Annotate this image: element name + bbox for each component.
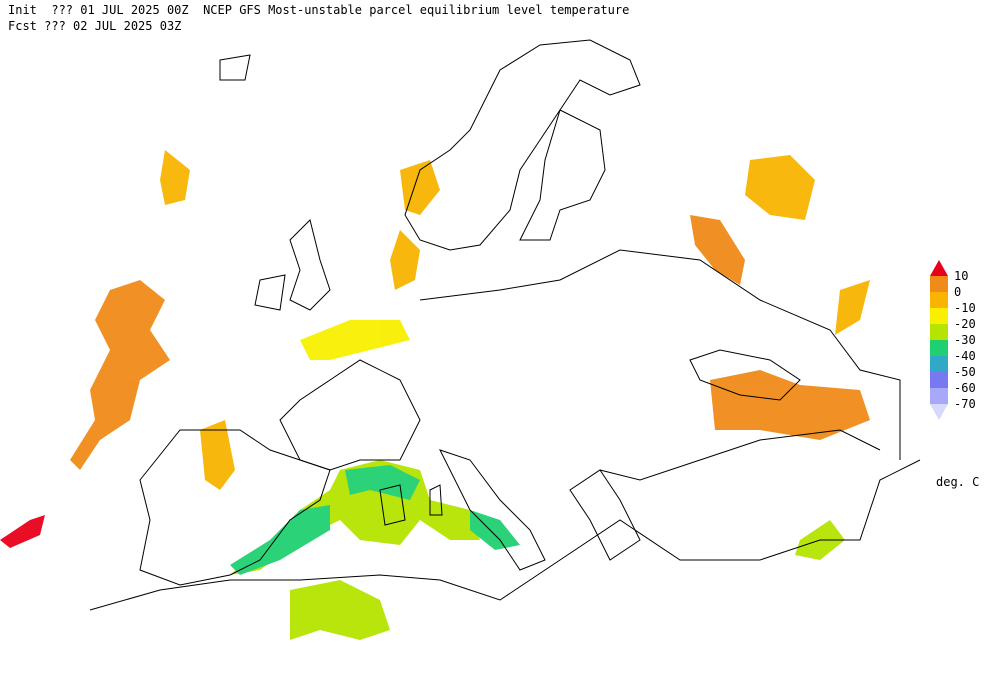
colorbar-unit: deg. C bbox=[936, 475, 979, 489]
colorbar-arrow bbox=[930, 260, 948, 276]
colorbar-label: -20 bbox=[954, 317, 976, 331]
colorbar-label: 10 bbox=[954, 269, 968, 283]
colorbar-label: -50 bbox=[954, 365, 976, 379]
field bbox=[0, 150, 870, 640]
map bbox=[0, 39, 921, 640]
colorbar-arrow bbox=[930, 404, 948, 420]
colorbar-swatch bbox=[930, 388, 948, 404]
colorbar-swatch bbox=[930, 356, 948, 372]
colorbar-label: -30 bbox=[954, 333, 976, 347]
colorbar-swatch bbox=[930, 372, 948, 388]
colorbar-swatch bbox=[930, 292, 948, 308]
colorbar-label: -70 bbox=[954, 397, 976, 411]
colorbar-label: -10 bbox=[954, 301, 976, 315]
colorbar-label: 0 bbox=[954, 285, 961, 299]
colorbar-label: -40 bbox=[954, 349, 976, 363]
colorbar-swatch bbox=[930, 308, 948, 324]
header-line: Fcst ??? 02 JUL 2025 03Z bbox=[8, 19, 181, 33]
colorbar-label: -60 bbox=[954, 381, 976, 395]
colorbar-swatch bbox=[930, 276, 948, 292]
header-line: Init ??? 01 JUL 2025 00Z NCEP GFS Most-u… bbox=[8, 3, 629, 17]
coastlines bbox=[89, 39, 921, 611]
colorbar-swatch bbox=[930, 324, 948, 340]
colorbar-swatch bbox=[930, 340, 948, 356]
